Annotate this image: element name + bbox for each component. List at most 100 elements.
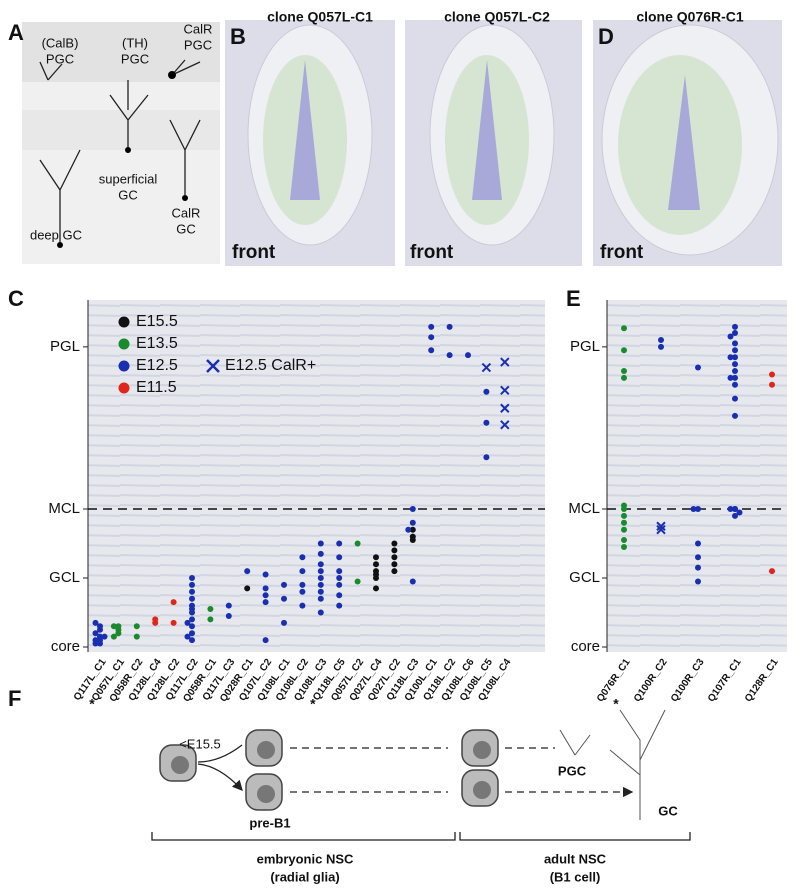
point: [621, 537, 627, 544]
point: [732, 347, 738, 354]
x-tick-label: Q107R_C1: [706, 657, 744, 705]
ventricle: [668, 75, 700, 210]
point: [170, 619, 177, 626]
label: embryonic NSC: [257, 851, 354, 866]
point: [621, 519, 627, 526]
x-tick-label: Q128R_C1: [743, 657, 781, 705]
point: [409, 519, 416, 526]
point: [189, 606, 195, 613]
point: [409, 526, 416, 533]
label: CalR: [172, 205, 201, 220]
y-tick-label: MCL: [48, 500, 80, 517]
image-band: [22, 110, 220, 150]
point: [189, 623, 195, 630]
point: [732, 381, 738, 388]
point: [317, 561, 324, 568]
point: [97, 633, 103, 640]
view-label: front: [410, 242, 454, 263]
label: (B1 cell): [550, 869, 601, 884]
point: [317, 540, 324, 547]
annotation: *: [613, 696, 619, 712]
y-tick-label: core: [51, 638, 80, 655]
point: [101, 633, 108, 640]
point: [299, 602, 306, 609]
point: [244, 585, 251, 592]
point: [317, 575, 324, 581]
point: [732, 368, 738, 374]
point: [621, 347, 627, 354]
point: [354, 578, 361, 585]
point: [336, 540, 343, 547]
point: [428, 323, 435, 330]
point: [465, 352, 471, 359]
point: [621, 512, 627, 519]
point: [621, 543, 627, 550]
point: [732, 374, 738, 381]
point: [428, 334, 435, 341]
point: [133, 633, 140, 640]
point: [769, 568, 775, 575]
x-point: [500, 420, 510, 430]
legend-marker: [118, 316, 130, 328]
render-title: clone Q057L-C1: [267, 9, 373, 25]
point: [732, 323, 738, 330]
panel-a: A (CalB) PGC (TH) PGC CalR PGC superfici…: [8, 20, 220, 264]
y-tick-label: GCL: [49, 569, 80, 586]
point: [189, 630, 195, 637]
point: [446, 323, 453, 330]
point: [391, 568, 398, 575]
x-tick-label: Q100R_C2: [632, 657, 670, 705]
point: [727, 354, 734, 361]
panel-b: B clone Q057L-C1 clone Q057L-C2 front fr…: [225, 9, 582, 266]
point: [483, 388, 490, 395]
point: [373, 571, 379, 578]
point: [727, 506, 734, 512]
point: [732, 412, 738, 419]
point: [732, 340, 738, 347]
legend-marker: [118, 360, 130, 372]
point: [483, 419, 490, 426]
point: [262, 637, 269, 644]
point: [428, 347, 435, 354]
panel-label: E: [566, 286, 581, 311]
point: [317, 581, 324, 588]
label: pre-B1: [249, 815, 290, 830]
label: GC: [176, 221, 196, 236]
label: (TH): [122, 35, 148, 50]
label: deep GC: [30, 227, 82, 242]
y-tick-label: GCL: [569, 569, 600, 586]
label: PGC: [184, 37, 212, 52]
point: [189, 595, 195, 602]
point: [317, 595, 324, 602]
panel-label: B: [230, 24, 246, 49]
label: (radial glia): [270, 869, 339, 884]
label: adult NSC: [544, 851, 607, 866]
point: [336, 554, 343, 561]
point: [170, 599, 177, 606]
point: [405, 526, 412, 533]
bracket: [151, 832, 691, 841]
point: [695, 564, 701, 571]
plot-background: [607, 300, 787, 652]
label: (CalB): [42, 35, 79, 50]
point: [695, 578, 701, 585]
legend-label: E12.5: [136, 357, 178, 374]
point: [152, 616, 159, 623]
point: [732, 361, 738, 368]
point: [695, 540, 701, 547]
legend-marker: [206, 359, 220, 373]
x-point: [656, 524, 666, 535]
point: [409, 506, 416, 512]
point: [483, 454, 490, 461]
point: [262, 592, 269, 599]
point: [336, 602, 343, 609]
legend-label: E11.5: [136, 379, 177, 396]
y-tick-label: PGL: [570, 338, 600, 355]
point: [409, 537, 416, 544]
point: [207, 616, 214, 623]
y-tick-label: MCL: [568, 500, 600, 517]
view-label: front: [232, 242, 276, 263]
point: [244, 568, 251, 575]
nuclei: [171, 741, 491, 803]
